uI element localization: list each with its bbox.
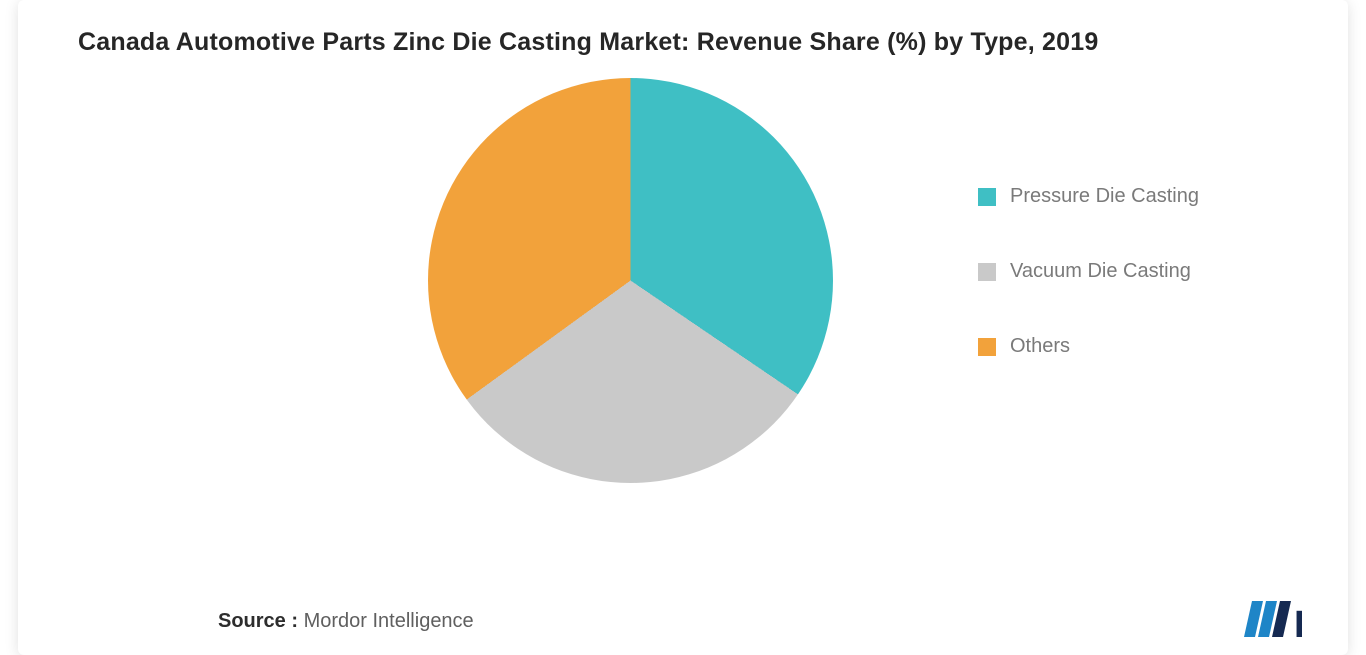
legend-label: Others xyxy=(1010,335,1070,358)
legend: Pressure Die Casting Vacuum Die Casting Ot… xyxy=(978,185,1199,358)
legend-swatch xyxy=(978,338,996,356)
legend-swatch xyxy=(978,263,996,281)
legend-label: Pressure Die Casting xyxy=(1010,185,1199,208)
legend-item: Vacuum Die Casting xyxy=(978,260,1199,283)
pie-chart xyxy=(428,78,833,483)
chart-area: Pressure Die Casting Vacuum Die Casting Ot… xyxy=(18,70,1348,595)
brand-logo: I xyxy=(1242,597,1314,641)
legend-swatch xyxy=(978,188,996,206)
chart-title: Canada Automotive Parts Zinc Die Casting… xyxy=(50,24,1316,57)
source-line: Source : Mordor Intelligence xyxy=(218,610,474,633)
source-value: Mordor Intelligence xyxy=(304,610,474,632)
legend-item: Others xyxy=(978,335,1199,358)
source-label: Source : xyxy=(218,610,298,632)
logo-letter: I xyxy=(1294,604,1305,641)
chart-card: Canada Automotive Parts Zinc Die Casting… xyxy=(18,0,1348,655)
legend-label: Vacuum Die Casting xyxy=(1010,260,1191,283)
legend-item: Pressure Die Casting xyxy=(978,185,1199,208)
